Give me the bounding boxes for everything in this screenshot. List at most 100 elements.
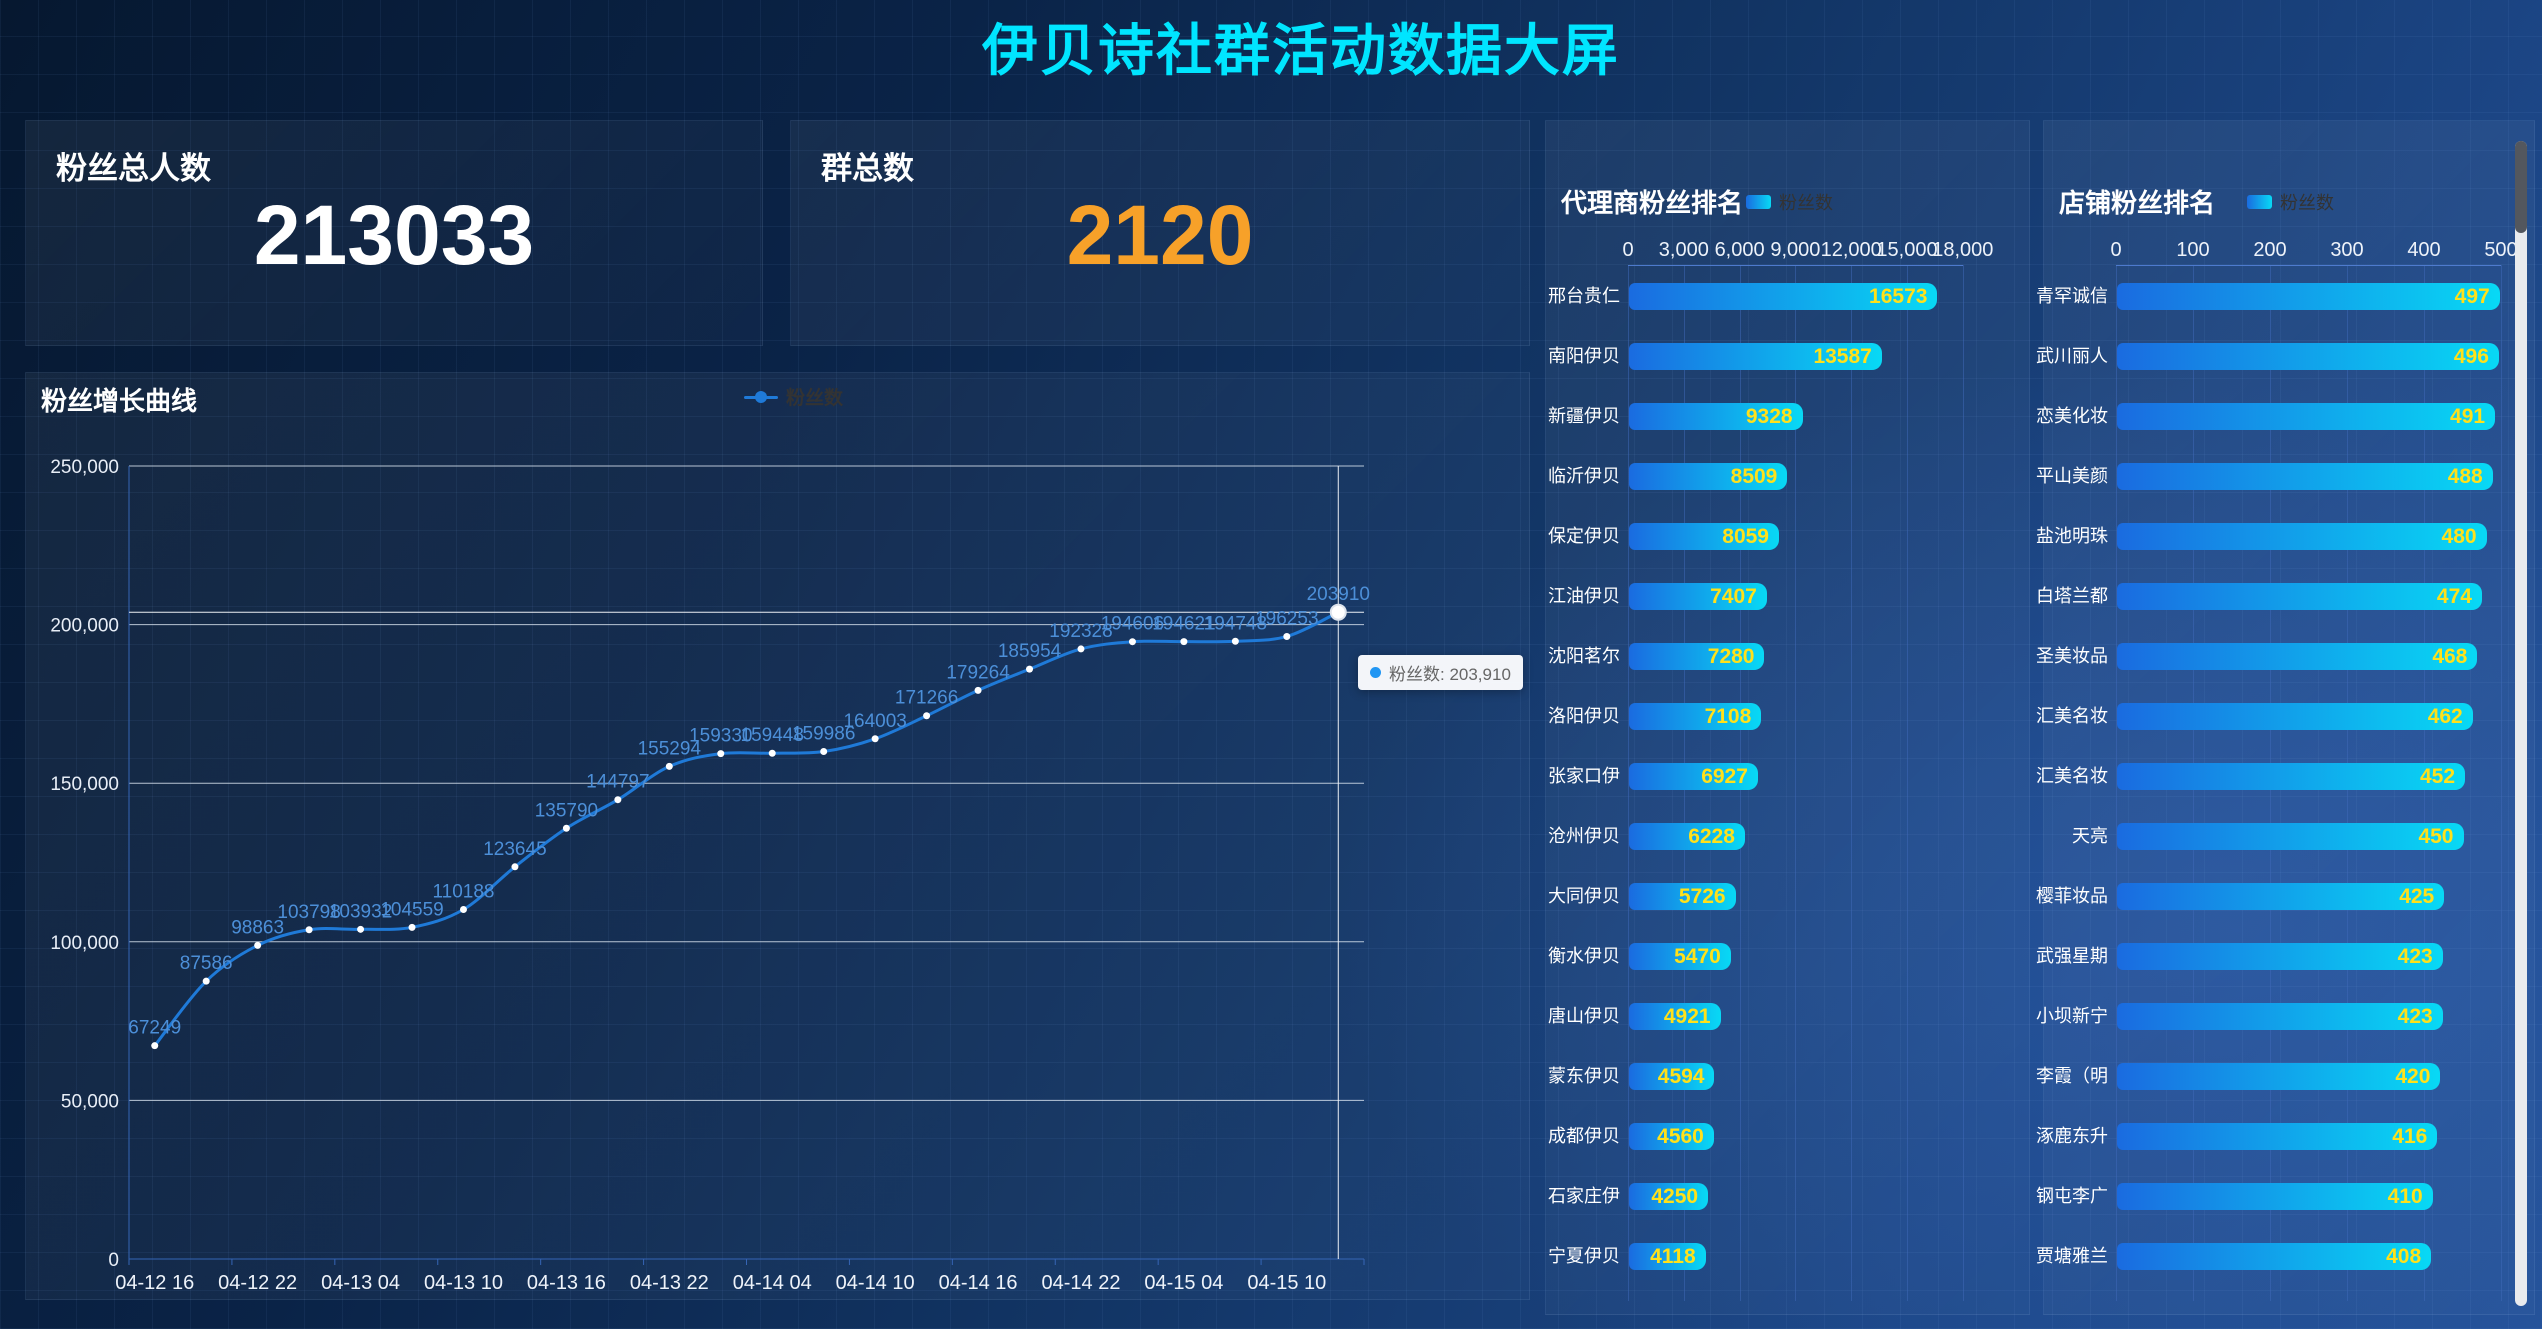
data-point[interactable] [151,1042,159,1050]
data-point[interactable] [717,750,725,758]
bar[interactable]: 5470 [1629,943,1731,970]
data-point[interactable] [357,925,365,933]
data-point[interactable] [665,762,673,770]
data-point[interactable] [254,941,262,949]
bar[interactable]: 416 [2117,1123,2438,1150]
data-point[interactable] [305,926,313,934]
bar[interactable]: 420 [2117,1063,2441,1090]
bar[interactable]: 480 [2117,523,2487,550]
bar-category-label: 洛阳伊贝 [1548,706,1620,726]
data-point-label: 67249 [128,1018,181,1039]
x-axis-tick-label: 0 [1622,239,1634,261]
bar[interactable]: 9328 [1629,403,1803,430]
bar[interactable]: 4921 [1629,1003,1721,1030]
bar[interactable]: 4594 [1629,1063,1715,1090]
bar[interactable]: 16573 [1629,283,1938,310]
data-point-label: 87586 [180,953,233,974]
bar-category-label: 圣美妆品 [2036,646,2108,666]
data-point[interactable] [820,748,828,756]
data-point[interactable] [1026,665,1034,673]
bar[interactable]: 423 [2117,1003,2443,1030]
bar-value-label: 16573 [1869,284,1928,308]
bar[interactable]: 410 [2117,1183,2433,1210]
bar-value-label: 4250 [1651,1184,1699,1208]
bar-value-label: 6927 [1701,764,1748,788]
bar-value-label: 423 [2397,1004,2433,1028]
bar[interactable]: 6927 [1629,763,1758,790]
data-point[interactable] [202,977,210,985]
highlighted-data-point[interactable] [1329,603,1347,621]
data-point-label: 155294 [638,738,702,759]
data-point[interactable] [1231,637,1239,645]
data-point-label: 194606 [1101,614,1164,635]
bar[interactable]: 450 [2117,823,2464,850]
fan-growth-panel: 粉丝增长曲线 粉丝数 0 50,000 100,000 150,000 200,000 2… [25,372,1530,1300]
data-point-label: 194621 [1152,614,1215,635]
x-axis-tick-label: 12,000 [1820,239,1882,261]
bar-value-label: 5726 [1678,884,1726,908]
data-point[interactable] [1180,638,1188,646]
bar[interactable]: 5726 [1629,883,1736,910]
scrollbar-thumb[interactable] [2515,141,2527,233]
bar[interactable]: 452 [2117,763,2466,790]
bar[interactable]: 491 [2117,403,2496,430]
bar[interactable]: 4560 [1629,1123,1714,1150]
bar[interactable]: 408 [2117,1243,2432,1270]
bar-value-label: 450 [2418,824,2454,848]
bar[interactable]: 8059 [1629,523,1779,550]
data-point-label: 179264 [946,662,1010,683]
bar[interactable]: 4250 [1629,1183,1709,1210]
data-point-label: 123645 [483,839,546,860]
x-axis-tick-label: 100 [2176,239,2210,261]
data-point-label: 159986 [792,724,855,745]
bar-category-label: 小坝新宁 [2036,1006,2108,1026]
bar[interactable]: 462 [2117,703,2473,730]
scrollbar-track[interactable] [2515,141,2527,1306]
bar[interactable]: 6228 [1629,823,1745,850]
data-point-label: 110188 [432,881,494,902]
bar[interactable]: 8509 [1629,463,1788,490]
data-point[interactable] [974,686,982,694]
bar[interactable]: 7108 [1629,703,1762,730]
bar-value-label: 8059 [1722,524,1769,548]
line-chart-legend[interactable]: 粉丝数 [744,383,843,410]
data-point[interactable] [511,863,519,871]
data-point[interactable] [1128,638,1136,646]
axis-gridline [1962,265,1964,1301]
bar[interactable]: 13587 [1629,343,1882,370]
bar-value-label: 497 [2454,284,2490,308]
bar[interactable]: 7407 [1629,583,1767,610]
bar-value-label: 4560 [1657,1124,1704,1148]
agent-chart-legend[interactable]: 粉丝数 [1746,189,1833,215]
axis-gridline [1628,265,1629,1301]
bar-value-label: 474 [2436,584,2472,608]
bar[interactable]: 496 [2117,343,2499,370]
x-axis-tick-label: 15,000 [1876,239,1938,261]
bar[interactable]: 4118 [1629,1243,1706,1270]
data-point[interactable] [614,796,622,804]
y-tick-label: 50,000 [61,1091,119,1112]
data-point[interactable] [408,923,416,931]
bar-category-label: 新疆伊贝 [1548,406,1620,426]
data-point[interactable] [768,749,776,757]
bar[interactable]: 468 [2117,643,2478,670]
data-point[interactable] [871,735,879,743]
bar-value-label: 488 [2447,464,2483,488]
bar-value-label: 6228 [1688,824,1735,848]
data-point[interactable] [562,824,570,832]
bar[interactable]: 488 [2117,463,2493,490]
store-bar-chart: 0 100 200 300 400 500 青罕诚信 497 武川丽人 496 恋美化妆 491 平山美… [2036,121,2534,1314]
data-point[interactable] [1283,632,1291,640]
bar[interactable]: 474 [2117,583,2482,610]
bar[interactable]: 497 [2117,283,2500,310]
data-point[interactable] [1077,645,1085,653]
bar-category-label: 平山美颜 [2036,466,2108,486]
bar-value-label: 462 [2427,704,2463,728]
store-chart-legend[interactable]: 粉丝数 [2247,189,2334,215]
data-point[interactable] [923,712,931,720]
bar[interactable]: 7280 [1629,643,1765,670]
data-point[interactable] [459,905,467,913]
bar[interactable]: 425 [2117,883,2445,910]
bar[interactable]: 423 [2117,943,2443,970]
x-tick-label: 04-14 10 [836,1272,915,1294]
